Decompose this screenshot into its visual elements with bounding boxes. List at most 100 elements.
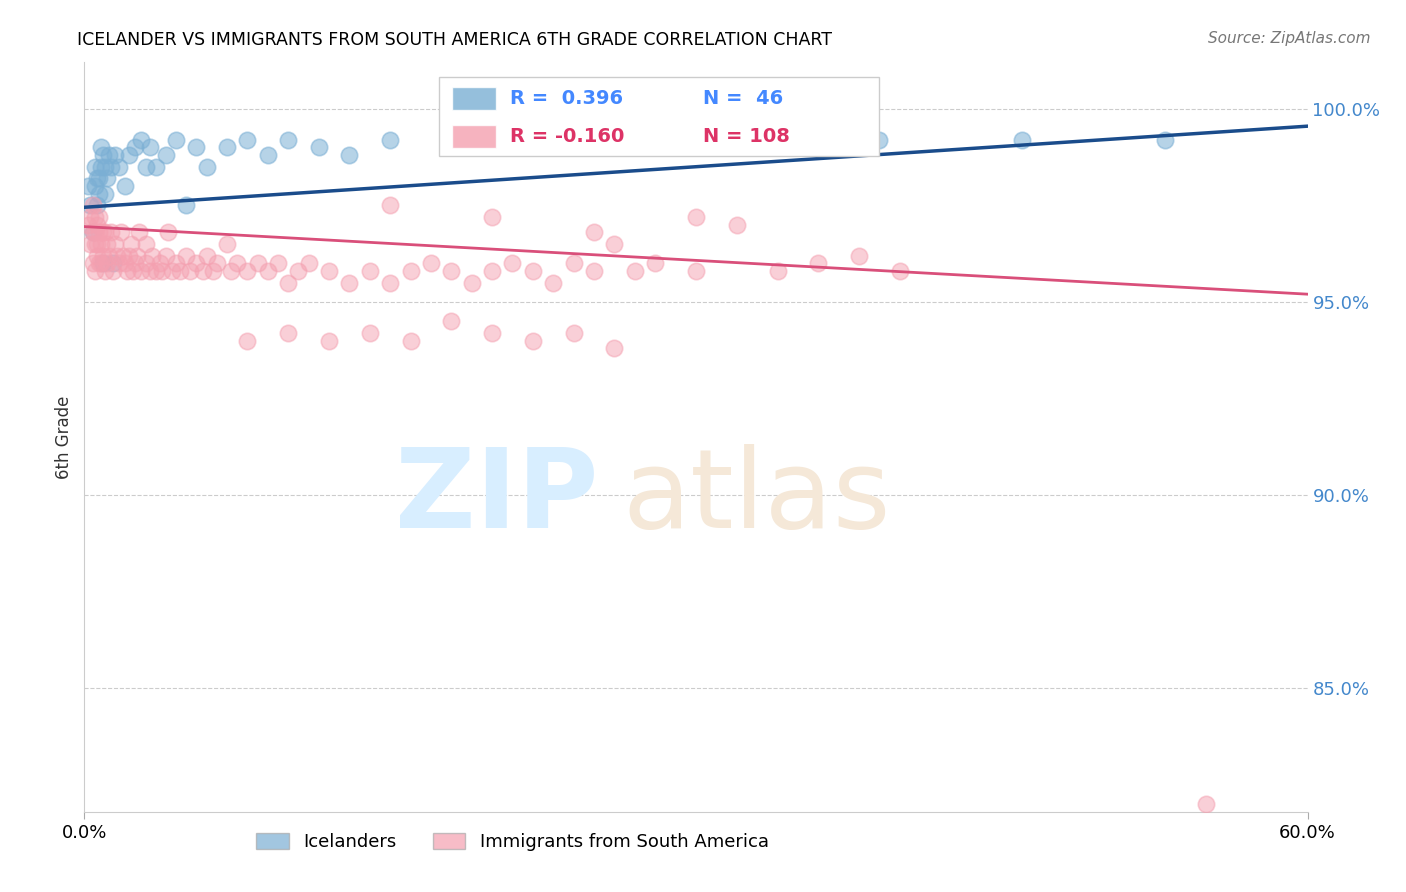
Point bbox=[339, 276, 361, 290]
Point bbox=[87, 210, 110, 224]
Point bbox=[93, 160, 115, 174]
Point bbox=[257, 264, 280, 278]
Point bbox=[869, 133, 891, 147]
Point bbox=[91, 248, 114, 262]
Point bbox=[195, 160, 218, 174]
Point bbox=[725, 218, 748, 232]
Point bbox=[165, 256, 187, 270]
Point bbox=[96, 256, 118, 270]
Point bbox=[83, 264, 105, 278]
Point bbox=[86, 237, 108, 252]
Legend: Icelanders, Immigrants from South America: Icelanders, Immigrants from South Americ… bbox=[256, 833, 769, 851]
Point bbox=[848, 248, 870, 262]
Point bbox=[461, 276, 484, 290]
Point bbox=[169, 264, 191, 278]
Point bbox=[100, 226, 122, 240]
Point bbox=[83, 179, 105, 194]
Point bbox=[83, 237, 105, 252]
Point bbox=[583, 264, 606, 278]
Point bbox=[91, 148, 114, 162]
Point bbox=[502, 256, 524, 270]
Point bbox=[100, 160, 122, 174]
Point bbox=[160, 264, 183, 278]
Point bbox=[583, 140, 606, 154]
Point bbox=[155, 148, 177, 162]
Point bbox=[889, 264, 911, 278]
Point bbox=[105, 248, 128, 262]
Point bbox=[124, 140, 146, 154]
Point bbox=[149, 256, 172, 270]
Text: atlas: atlas bbox=[623, 443, 891, 550]
Point bbox=[562, 256, 585, 270]
Point bbox=[96, 171, 118, 186]
Point bbox=[191, 264, 214, 278]
Point bbox=[583, 226, 606, 240]
Point bbox=[380, 198, 402, 212]
Point bbox=[114, 179, 136, 194]
Point bbox=[82, 226, 104, 240]
Point bbox=[603, 341, 626, 355]
Point bbox=[90, 256, 112, 270]
Point bbox=[135, 256, 157, 270]
Point bbox=[318, 334, 340, 348]
Point bbox=[93, 226, 115, 240]
Point bbox=[685, 264, 707, 278]
Point bbox=[108, 160, 131, 174]
Point bbox=[104, 237, 127, 252]
Point bbox=[420, 256, 443, 270]
Point bbox=[174, 198, 197, 212]
Point bbox=[236, 264, 259, 278]
Point bbox=[138, 264, 160, 278]
Point bbox=[82, 226, 104, 240]
Point bbox=[807, 256, 830, 270]
Point bbox=[308, 140, 330, 154]
Point bbox=[82, 198, 104, 212]
Point bbox=[399, 334, 422, 348]
Point bbox=[287, 264, 309, 278]
Point bbox=[201, 264, 224, 278]
Point bbox=[131, 264, 153, 278]
Point bbox=[145, 160, 167, 174]
Point bbox=[90, 160, 112, 174]
Point bbox=[90, 140, 112, 154]
Point bbox=[440, 264, 463, 278]
Point bbox=[114, 256, 136, 270]
Point bbox=[766, 264, 789, 278]
Point bbox=[644, 256, 666, 270]
Point bbox=[195, 248, 218, 262]
Point bbox=[543, 276, 565, 290]
Point bbox=[339, 148, 361, 162]
Point bbox=[1154, 133, 1177, 147]
Point bbox=[93, 186, 115, 201]
Point bbox=[86, 218, 108, 232]
Point bbox=[101, 264, 124, 278]
Point bbox=[522, 264, 544, 278]
Point bbox=[145, 264, 167, 278]
Point bbox=[277, 276, 299, 290]
Point bbox=[298, 256, 321, 270]
Point bbox=[174, 248, 197, 262]
Point bbox=[79, 210, 101, 224]
Point bbox=[79, 198, 101, 212]
Point bbox=[127, 248, 149, 262]
Point bbox=[91, 226, 114, 240]
Point bbox=[97, 248, 120, 262]
Point bbox=[97, 148, 120, 162]
Point bbox=[685, 210, 707, 224]
Point bbox=[122, 264, 145, 278]
Point bbox=[380, 276, 402, 290]
Point bbox=[77, 218, 100, 232]
Point bbox=[165, 133, 187, 147]
Point bbox=[108, 256, 131, 270]
Point bbox=[86, 248, 108, 262]
Point bbox=[86, 171, 108, 186]
Point bbox=[115, 264, 138, 278]
Point bbox=[380, 133, 402, 147]
Point bbox=[83, 210, 105, 224]
Point bbox=[318, 264, 340, 278]
Point bbox=[219, 264, 242, 278]
Point bbox=[359, 264, 381, 278]
Point bbox=[135, 160, 157, 174]
Point bbox=[131, 133, 153, 147]
Point bbox=[150, 264, 173, 278]
